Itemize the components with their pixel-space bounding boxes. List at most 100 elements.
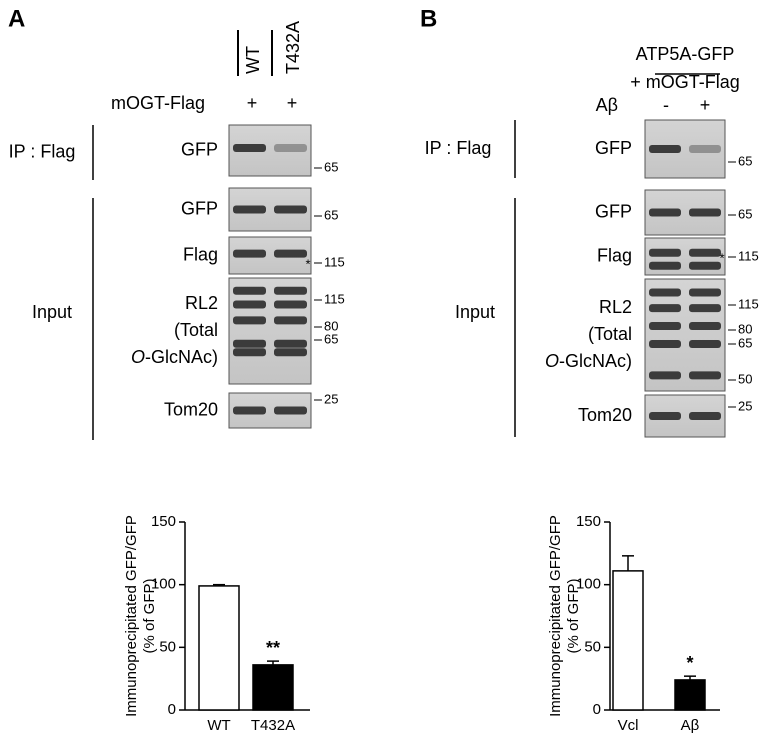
- bar: [252, 664, 294, 711]
- band: [233, 143, 266, 152]
- band: [689, 412, 721, 420]
- band: [689, 288, 721, 297]
- blot-label: GFP: [181, 139, 218, 159]
- lane-label: WT: [243, 46, 263, 74]
- blot-label: GFP: [595, 201, 632, 221]
- band: [233, 339, 266, 348]
- marker: 25: [738, 398, 752, 413]
- band: [689, 322, 721, 331]
- marker: 65: [738, 335, 752, 350]
- blot-label: RL2: [599, 297, 632, 317]
- marker: 80: [738, 321, 752, 336]
- marker: 115: [738, 248, 759, 263]
- band: [233, 249, 266, 258]
- blot-label: O-GlcNAc): [131, 347, 218, 367]
- marker: 25: [324, 391, 338, 406]
- band: [689, 261, 721, 270]
- italic: O: [545, 351, 559, 371]
- y-tick-label: 100: [576, 576, 601, 593]
- y-tick-label: 0: [168, 701, 176, 718]
- asterisk: *: [305, 256, 310, 271]
- input-label: Input: [32, 302, 72, 322]
- sign: -: [663, 95, 669, 115]
- band: [233, 316, 266, 325]
- marker: 115: [738, 296, 759, 311]
- treatment: Aβ: [596, 95, 618, 115]
- label-rest: -GlcNAc): [145, 347, 218, 367]
- band: [274, 249, 307, 258]
- blot-label: Tom20: [578, 405, 632, 425]
- significance: *: [686, 653, 693, 673]
- blot-label: (Total: [588, 324, 632, 344]
- italic: O: [131, 347, 145, 367]
- sign: +: [247, 93, 258, 113]
- band: [274, 205, 307, 214]
- marker: 65: [324, 331, 338, 346]
- bar: [674, 679, 706, 711]
- input-label: Input: [455, 302, 495, 322]
- marker: 65: [738, 153, 752, 168]
- panel-label: A: [8, 5, 25, 32]
- blot-label: (Total: [174, 320, 218, 340]
- blot-label: Tom20: [164, 399, 218, 419]
- header-text: + mOGT-Flag: [630, 72, 740, 92]
- blot: [228, 277, 312, 385]
- band: [649, 248, 681, 257]
- blot-label: Flag: [183, 244, 218, 264]
- header-text: ATP5A-GFP: [636, 44, 735, 64]
- band: [689, 304, 721, 313]
- band: [689, 208, 721, 217]
- blot-label: GFP: [181, 198, 218, 218]
- band: [649, 304, 681, 313]
- y-tick-label: 150: [151, 513, 176, 530]
- band: [274, 143, 307, 152]
- marker: 65: [738, 206, 752, 221]
- band: [274, 300, 307, 309]
- band: [649, 339, 681, 348]
- y-tick-label: 50: [159, 638, 176, 655]
- band: [233, 286, 266, 295]
- marker: 65: [324, 207, 338, 222]
- marker: 65: [324, 159, 338, 174]
- band: [649, 261, 681, 270]
- band: [689, 248, 721, 257]
- blot-label: O-GlcNAc): [545, 351, 632, 371]
- panel-label: B: [420, 5, 437, 32]
- band: [274, 406, 307, 415]
- blot-label: RL2: [185, 293, 218, 313]
- y-axis-label: (% of GFP): [565, 578, 582, 653]
- band: [274, 339, 307, 348]
- band: [233, 205, 266, 214]
- band: [274, 348, 307, 357]
- asterisk: *: [719, 250, 724, 265]
- band: [689, 339, 721, 348]
- band: [689, 371, 721, 380]
- band: [233, 406, 266, 415]
- y-axis-label: Immunoprecipitated GFP/GFP: [123, 515, 140, 717]
- y-tick-label: 100: [151, 576, 176, 593]
- ip-label: IP : Flag: [9, 141, 76, 161]
- marker: 115: [324, 254, 345, 269]
- band: [689, 145, 721, 153]
- y-axis-label: Immunoprecipitated GFP/GFP: [547, 515, 564, 717]
- band: [649, 145, 681, 153]
- blot-label: Flag: [597, 245, 632, 265]
- y-axis-label: (% of GFP): [141, 578, 158, 653]
- bar: [612, 570, 644, 711]
- band: [649, 208, 681, 217]
- marker: 50: [738, 371, 752, 386]
- significance: **: [266, 638, 280, 658]
- y-tick-label: 0: [593, 701, 601, 718]
- x-tick-label: T432A: [251, 717, 295, 734]
- ip-label: IP : Flag: [425, 138, 492, 158]
- band: [274, 286, 307, 295]
- band: [649, 288, 681, 297]
- treatment: mOGT-Flag: [111, 93, 205, 113]
- band: [649, 322, 681, 331]
- blot-label: GFP: [595, 138, 632, 158]
- sign: +: [700, 95, 711, 115]
- label-rest: -GlcNAc): [559, 351, 632, 371]
- x-tick-label: Vcl: [618, 717, 639, 734]
- bar: [198, 585, 240, 711]
